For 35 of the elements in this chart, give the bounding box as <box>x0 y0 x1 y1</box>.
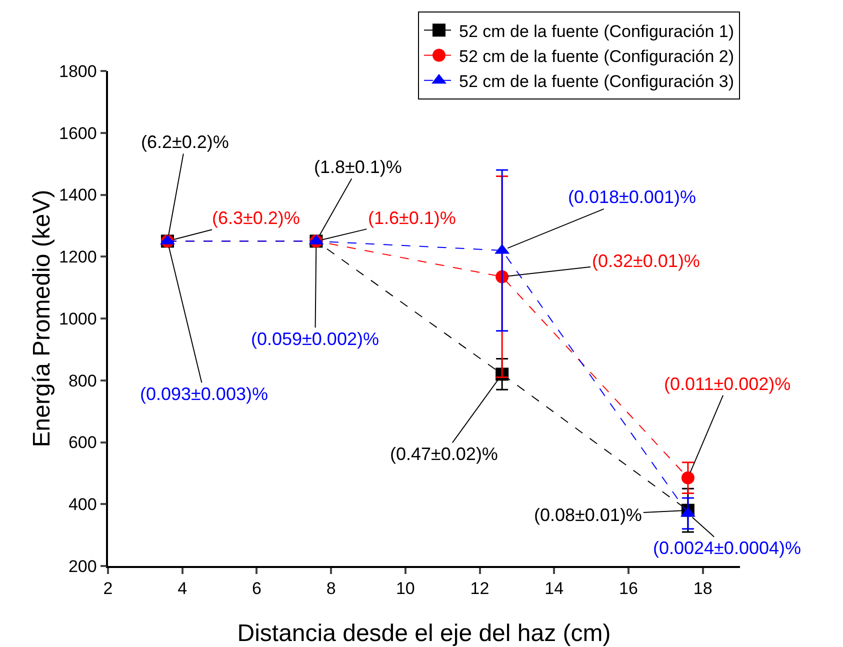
x-axis-title: Distancia desde el eje del haz (cm) <box>237 620 611 647</box>
annotation: (0.32±0.01)% <box>592 251 700 271</box>
x-tick-label: 18 <box>693 579 712 598</box>
y-tick-label: 1800 <box>59 62 97 81</box>
annotation: (0.0024±0.0004)% <box>653 538 801 558</box>
y-axis-title: Energía Promedio (keV) <box>28 190 56 448</box>
legend-label: 52 cm de la fuente (Configuración 1) <box>459 22 734 41</box>
annotation: (0.08±0.01)% <box>534 505 642 525</box>
annotation: (0.018±0.001)% <box>568 187 696 207</box>
annotation: (1.6±0.1)% <box>368 208 456 228</box>
annotation: (0.011±0.002)% <box>664 374 791 394</box>
x-tick-label: 10 <box>396 579 415 598</box>
legend-label: 52 cm de la fuente (Configuración 3) <box>459 72 734 91</box>
annotation: (0.059±0.002)% <box>251 329 379 349</box>
y-tick-label: 1200 <box>59 248 97 267</box>
legend-label: 52 cm de la fuente (Configuración 2) <box>459 46 734 66</box>
annotation: (1.8±0.1)% <box>314 157 402 177</box>
annotation: (0.093±0.003)% <box>140 384 268 404</box>
annotation: (6.3±0.2)% <box>212 208 300 228</box>
y-tick-label: 600 <box>68 433 97 452</box>
annotation: (6.2±0.2)% <box>141 132 229 152</box>
y-tick-label: 800 <box>68 371 97 390</box>
y-tick-label: 1400 <box>59 186 97 205</box>
x-tick-label: 16 <box>619 579 638 598</box>
x-tick-label: 14 <box>544 579 564 598</box>
x-tick-label: 4 <box>178 579 188 598</box>
y-tick-label: 1000 <box>59 309 97 328</box>
y-tick-label: 400 <box>68 495 97 514</box>
x-tick-label: 8 <box>326 579 336 598</box>
x-tick-label: 6 <box>252 579 262 598</box>
annotation: (0.47±0.02)% <box>390 444 498 464</box>
y-tick-label: 1600 <box>59 124 97 143</box>
x-tick-label: 12 <box>470 579 490 598</box>
x-tick-label: 2 <box>103 579 113 598</box>
y-tick-label: 200 <box>68 556 97 576</box>
